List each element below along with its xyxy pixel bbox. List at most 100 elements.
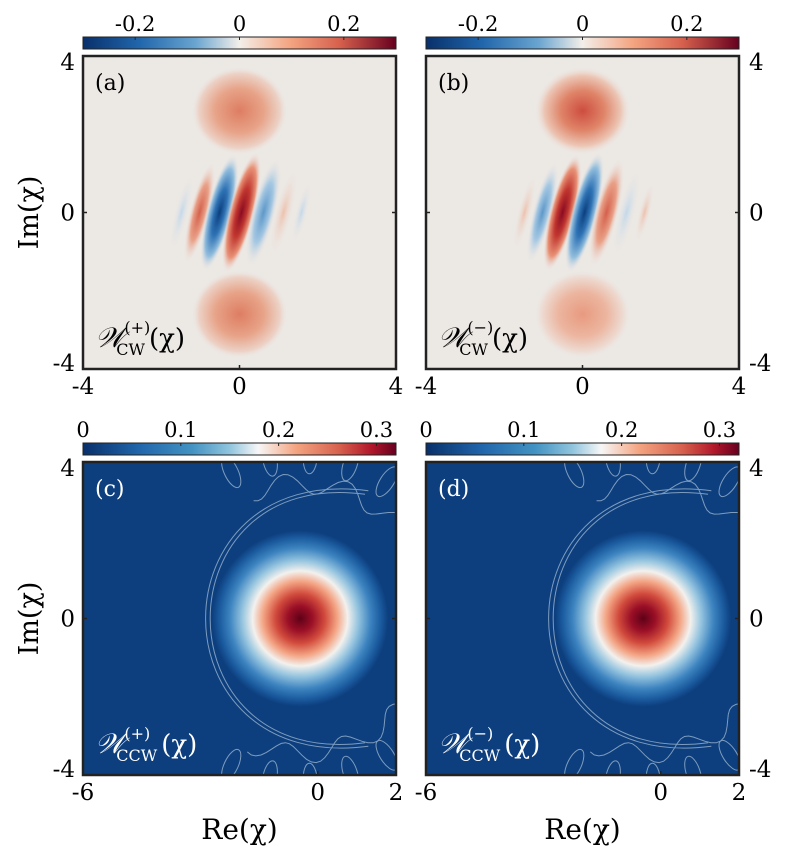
- panel-b-image: [426, 56, 739, 369]
- interference-fringe: [169, 173, 194, 252]
- contour-line: [261, 760, 278, 775]
- contour-line: [221, 462, 242, 489]
- interference-fringe: [269, 167, 298, 258]
- y-tick-label: 4: [749, 456, 764, 482]
- interference-fringe: [526, 161, 559, 264]
- panel-label: (d): [438, 477, 469, 502]
- x-tick-label: -6: [72, 780, 94, 806]
- interference-fringe: [588, 158, 625, 267]
- contour-line: [645, 462, 661, 475]
- y-tick-label: 0: [60, 201, 75, 227]
- contour-lines: [205, 462, 396, 775]
- legend-sub: CCW: [459, 746, 500, 765]
- panel-label: (c): [95, 477, 125, 502]
- lobe-upper: [191, 66, 288, 155]
- colorbar-tick-label: 0.2: [262, 418, 295, 442]
- axes-layer: -0.2 0 0.2(a)𝒲(+) CW (χ)40-4-4 0 4Im(χ)-0.2 0 0.…: [14, 12, 771, 846]
- peak: [555, 530, 732, 707]
- panel-c-image: [83, 462, 396, 775]
- y-tick-label: -4: [749, 757, 771, 783]
- colorbar-tick-label: 0.3: [360, 418, 393, 442]
- lobe-lower: [534, 270, 631, 359]
- colorbar-tick-label: 0: [576, 12, 589, 36]
- contour-line: [552, 492, 709, 745]
- x-tick-label: 4: [389, 374, 404, 400]
- y-tick-label: 0: [749, 201, 764, 227]
- legend-arg: (χ): [149, 324, 185, 354]
- contour-line: [564, 462, 585, 489]
- contour-line: [604, 462, 621, 477]
- legend-sub: CW: [459, 340, 488, 359]
- interference-fringe: [564, 152, 605, 273]
- contour-line: [788, 612, 797, 626]
- interference-fringe: [612, 167, 641, 258]
- interference-fringe: [291, 181, 312, 244]
- y-tick-label: 0: [749, 607, 764, 633]
- contour-line: [589, 473, 739, 764]
- contour-line: [718, 466, 739, 498]
- y-tick-label: 0: [60, 607, 75, 633]
- contour-line: [548, 488, 712, 749]
- interference-fringe: [634, 181, 655, 244]
- contour-line: [744, 713, 778, 746]
- panel-label: (a): [95, 71, 125, 96]
- legend-arg: (χ): [492, 324, 528, 354]
- interference-fringe: [221, 152, 262, 273]
- peak: [212, 530, 389, 707]
- legend-sub: CW: [116, 340, 145, 359]
- colorbar-tick-label: 0.1: [164, 418, 197, 442]
- heatmap-layer: [83, 56, 797, 775]
- colorbar-tick-label: 0: [419, 418, 432, 442]
- x-tick-label: 2: [732, 780, 747, 806]
- x-tick-label: 0: [310, 780, 325, 806]
- contour-lines: [548, 462, 797, 775]
- contour-line: [302, 762, 318, 775]
- panel-d-image: [426, 462, 797, 775]
- x-tick-label: 2: [389, 780, 404, 806]
- y-axis-label: Im(χ): [14, 582, 45, 656]
- colorbar-tick-label: 0.2: [670, 12, 703, 36]
- contour-line: [718, 739, 739, 771]
- interference-fringe: [512, 173, 537, 252]
- legend-sup: (+): [124, 724, 150, 743]
- x-tick-label: -6: [415, 780, 437, 806]
- contour-line: [645, 762, 661, 775]
- legend-sup: (−): [467, 318, 493, 337]
- legend-arg: (χ): [161, 730, 197, 760]
- colorbar-c: [82, 442, 397, 456]
- colorbar-tick-label: -0.2: [458, 12, 499, 36]
- colorbar-tick-label: 0.1: [507, 418, 540, 442]
- panel-legend: 𝒲(+) CW (χ): [95, 318, 185, 359]
- contour-line: [604, 760, 621, 775]
- legend-sup: (−): [467, 724, 493, 743]
- colorbar-tick-label: 0: [233, 12, 246, 36]
- colorbar-tick-label: 0.2: [327, 12, 360, 36]
- legend-arg: (χ): [504, 730, 540, 760]
- legend-sup: (+): [124, 318, 150, 337]
- contour-line: [221, 748, 242, 775]
- contour-line: [744, 491, 778, 524]
- colorbar-d: [425, 442, 740, 456]
- contour-line: [209, 492, 366, 745]
- lobe-upper: [534, 66, 631, 155]
- colorbar-tick-label: -0.2: [115, 12, 156, 36]
- x-tick-label: -4: [72, 374, 94, 400]
- contour-line: [205, 488, 369, 749]
- x-tick-label: 0: [575, 374, 590, 400]
- y-tick-label: -4: [53, 351, 75, 377]
- contour-line: [375, 466, 396, 498]
- x-tick-label: -4: [415, 374, 437, 400]
- x-tick-label: 0: [653, 780, 668, 806]
- x-axis-label: Re(χ): [201, 813, 277, 846]
- panel-legend: 𝒲(+) CCW (χ): [95, 724, 197, 765]
- y-tick-label: -4: [749, 351, 771, 377]
- contour-line: [302, 462, 318, 475]
- contour-line: [767, 526, 797, 555]
- interference-fringe: [183, 161, 216, 264]
- lobe-lower: [191, 270, 288, 359]
- y-tick-label: 4: [749, 50, 764, 76]
- y-tick-label: 4: [60, 456, 75, 482]
- contour-line: [375, 739, 396, 771]
- legend-sub: CCW: [116, 746, 157, 765]
